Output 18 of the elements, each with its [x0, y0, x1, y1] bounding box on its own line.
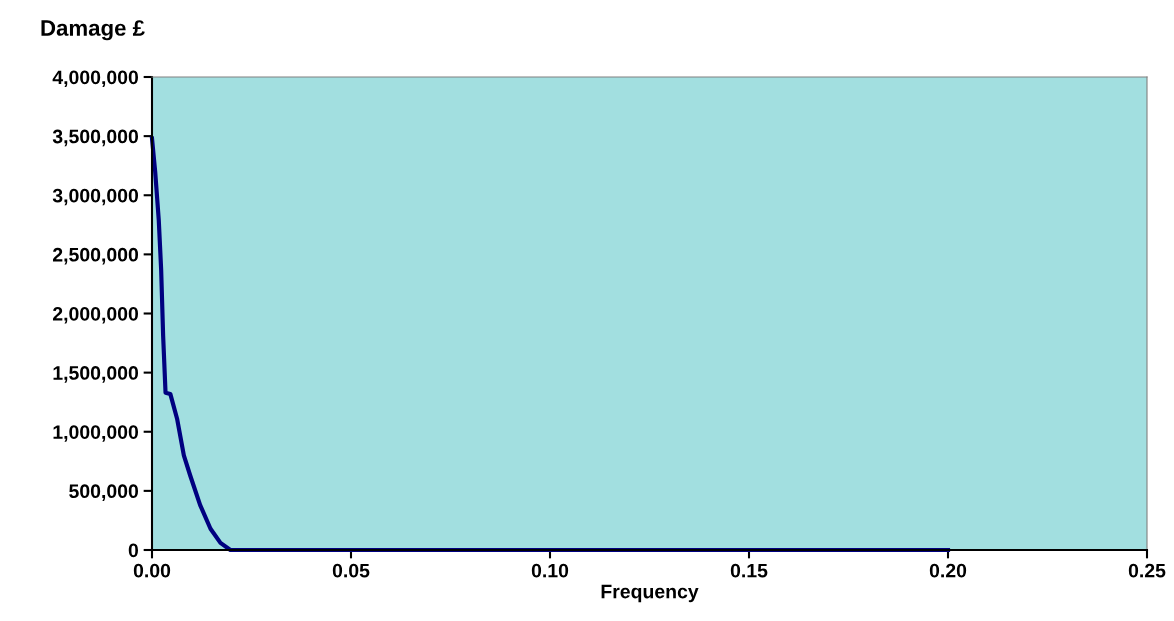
- x-tick-label: 0.10: [531, 563, 569, 578]
- y-tick-label: 0: [128, 543, 139, 558]
- y-tick-label: 500,000: [69, 484, 139, 501]
- y-tick-label: 3,000,000: [52, 188, 139, 206]
- y-axis-title: Damage £: [41, 20, 145, 41]
- x-tick-label: 0.05: [332, 563, 370, 578]
- x-tick-label: 0.25: [1128, 563, 1166, 578]
- y-tick-label: 1,500,000: [53, 366, 139, 383]
- x-tick-label: 0.00: [133, 563, 171, 578]
- y-tick-label: 1,000,000: [53, 425, 139, 442]
- y-tick-label: 3,500,000: [52, 129, 139, 147]
- x-tick-label: 0.15: [730, 563, 768, 578]
- y-tick-label: 2,500,000: [52, 247, 139, 265]
- line-series: [149, 136, 951, 553]
- y-tick-label: 4,000,000: [52, 70, 139, 88]
- x-axis-title: Frequency: [601, 584, 699, 603]
- x-tick-label: 0.20: [929, 563, 967, 578]
- y-tick-label: 2,000,000: [52, 306, 139, 324]
